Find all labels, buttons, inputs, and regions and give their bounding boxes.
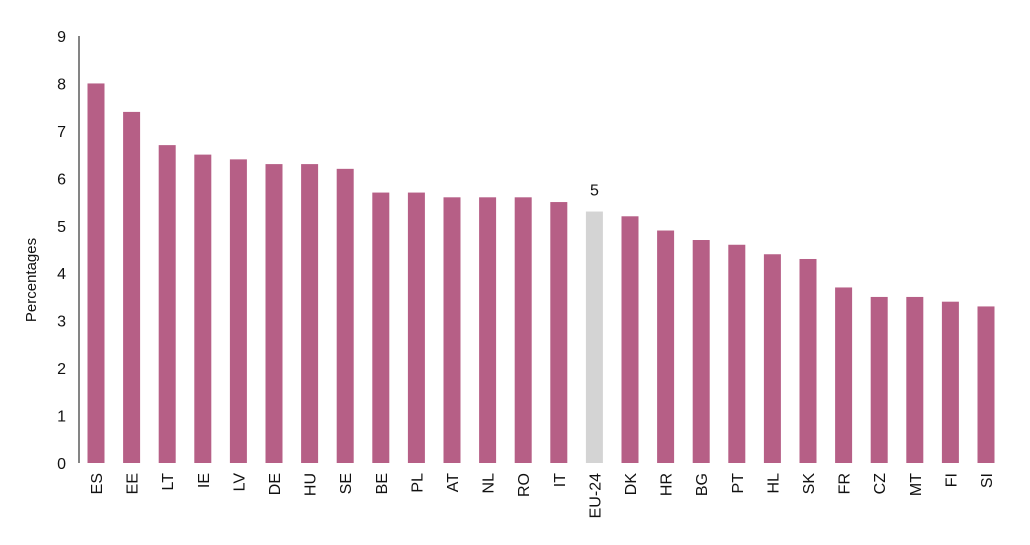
y-tick-label: 2: [57, 361, 66, 378]
bar-ro: [514, 197, 532, 464]
bars: [87, 83, 995, 464]
bar-pl: [407, 192, 425, 464]
bar-mt: [906, 296, 924, 463]
annotations: 5: [590, 183, 599, 200]
y-axis-title-group: Percentages: [23, 238, 40, 322]
x-tick-label: PL: [409, 473, 426, 493]
bar-si: [977, 306, 995, 463]
x-tick-label: PT: [730, 473, 747, 494]
x-tick-label: AT: [445, 473, 462, 492]
bar-ie: [194, 154, 212, 463]
y-tick-label: 8: [57, 76, 66, 93]
x-tick-label: SK: [801, 473, 818, 495]
data-label-eu-24: 5: [590, 183, 599, 200]
x-tick-label: SE: [338, 473, 355, 494]
bar-it: [550, 202, 568, 464]
bar-cz: [870, 296, 888, 463]
x-tick-label: CZ: [872, 473, 889, 495]
x-tick-label: IE: [196, 473, 213, 488]
y-axis-title: Percentages: [23, 238, 40, 322]
y-tick-label: 7: [57, 124, 66, 141]
bar-eu-24: [585, 211, 603, 463]
x-tick-label: FI: [943, 473, 960, 487]
x-tick-label: HR: [659, 473, 676, 496]
bar-sk: [799, 258, 817, 463]
x-tick-label: EU-24: [587, 473, 604, 518]
x-tick-label: SI: [979, 473, 996, 488]
y-tick-label: 0: [57, 456, 66, 473]
bar-at: [443, 197, 461, 464]
x-tick-label: HU: [303, 473, 320, 496]
y-tick-label: 1: [57, 409, 66, 426]
x-tick-label: DE: [267, 473, 284, 495]
x-tick-label: BE: [374, 473, 391, 494]
bar-be: [372, 192, 390, 464]
x-tick-label: LV: [231, 473, 248, 492]
bar-nl: [479, 197, 497, 464]
y-tick-label: 5: [57, 219, 66, 236]
bar-lt: [158, 145, 176, 463]
x-tick-label: DK: [623, 473, 640, 496]
y-tick-label: 3: [57, 314, 66, 331]
bar-fr: [835, 287, 853, 463]
y-tick-label: 4: [57, 266, 66, 283]
bar-hr: [657, 230, 675, 463]
x-tick-label: HL: [765, 473, 782, 494]
bar-es: [87, 83, 105, 463]
bar-de: [265, 164, 283, 463]
x-tick-label: NL: [481, 473, 498, 494]
bar-dk: [621, 216, 639, 463]
y-tick-label: 9: [57, 29, 66, 46]
x-tick-label: EE: [125, 473, 142, 494]
bar-fi: [941, 301, 959, 463]
x-tick-label: BG: [694, 473, 711, 496]
x-tick-label: ES: [89, 473, 106, 494]
bar-lv: [229, 159, 247, 463]
bar-bg: [692, 240, 710, 463]
bar-pt: [728, 244, 746, 463]
y-axis-ticks: 0 1 2 3 4 5 6 7 8 9: [57, 29, 66, 473]
x-tick-label: FR: [837, 473, 854, 494]
x-tick-label: RO: [516, 473, 533, 497]
y-tick-label: 6: [57, 171, 66, 188]
bar-ee: [123, 111, 141, 464]
bar-hu: [301, 164, 319, 463]
x-axis-ticks: ES EE LT IE LV DE HU SE BE PL AT NL RO IT EU-24 DK HR BG P…: [89, 473, 996, 519]
x-tick-label: LT: [160, 473, 177, 491]
bar-hl: [763, 254, 781, 463]
bar-se: [336, 168, 354, 463]
x-tick-label: IT: [552, 473, 569, 487]
x-tick-label: MT: [908, 473, 925, 496]
